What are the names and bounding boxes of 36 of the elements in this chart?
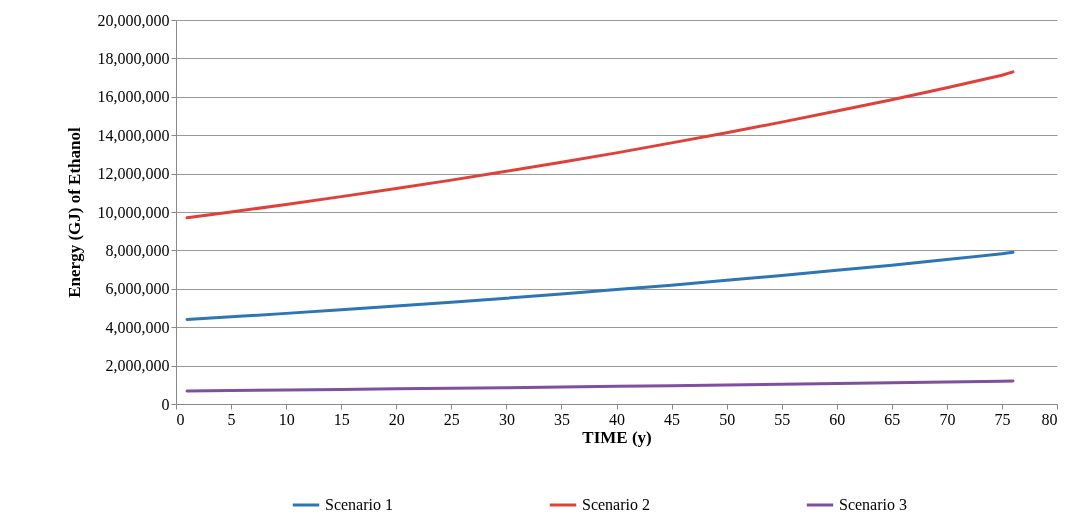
x-axis-title: TIME (y): [582, 427, 652, 447]
x-tick-label: 60: [829, 410, 846, 428]
y-tick-label: 18,000,000: [97, 49, 170, 67]
x-tick-label: 40: [609, 410, 625, 428]
legend-label: Scenario 1: [325, 496, 393, 513]
x-tick-label: 5: [227, 410, 236, 428]
x-tick-label: 25: [443, 410, 460, 428]
legend-label: Scenario 2: [582, 496, 650, 513]
y-tick-label: 2,000,000: [105, 357, 170, 375]
x-tick-label: 10: [278, 410, 295, 428]
y-tick-label: 12,000,000: [97, 165, 170, 183]
line-series: [185, 70, 1015, 220]
x-tick-label: 45: [664, 410, 681, 428]
x-tick-label: 30: [498, 410, 515, 428]
x-tick-label: 80: [1041, 410, 1058, 428]
y-tick-label: 20,000,000: [97, 11, 170, 29]
y-tick-label: 14,000,000: [97, 126, 170, 144]
y-tick-label: 0: [161, 395, 170, 413]
y-tick-label: 6,000,000: [105, 280, 170, 298]
x-tick-label: 55: [774, 410, 791, 428]
x-tick-label: 75: [994, 410, 1011, 428]
y-tick-label: 8,000,000: [105, 241, 170, 259]
line-series: [185, 250, 1015, 322]
y-tick-label: 10,000,000: [97, 203, 170, 221]
legend-label: Scenario 3: [839, 496, 907, 513]
x-tick-label: 50: [719, 410, 736, 428]
x-tick-label: 20: [388, 410, 405, 428]
x-tick-label: 0: [176, 410, 185, 428]
x-tick-label: 35: [553, 410, 570, 428]
y-tick-label: 16,000,000: [97, 88, 170, 106]
line-series: [185, 379, 1015, 393]
x-tick-label: 15: [333, 410, 350, 428]
y-tick-label: 4,000,000: [105, 318, 170, 336]
y-axis-title: Energy (GJ) of Ethanol: [64, 126, 84, 298]
x-tick-label: 65: [884, 410, 901, 428]
x-tick-label: 70: [939, 410, 956, 428]
